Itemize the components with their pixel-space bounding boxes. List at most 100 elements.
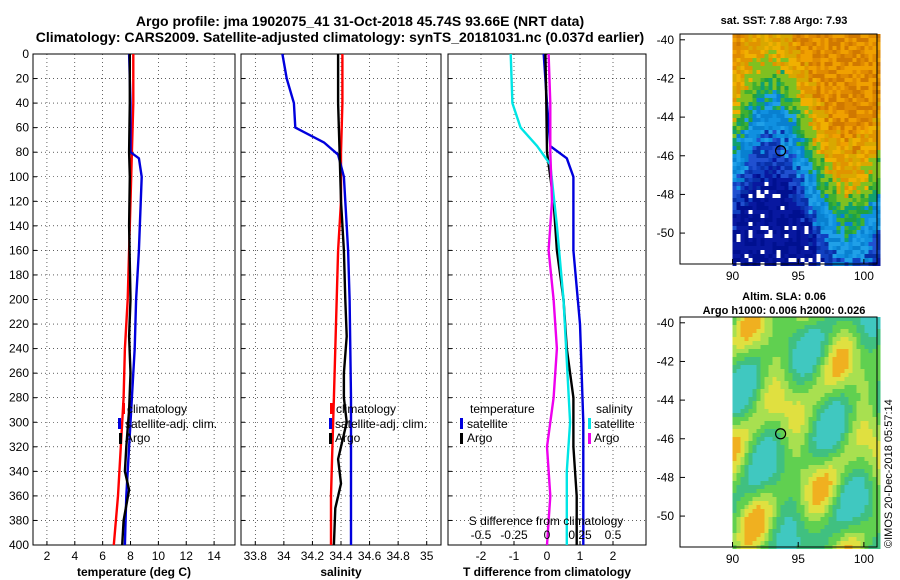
map-cell	[808, 493, 813, 497]
map-cell	[848, 90, 853, 94]
map-cell	[780, 190, 785, 194]
map-cell	[872, 198, 877, 202]
map-cell	[856, 529, 861, 533]
map-cell	[864, 473, 869, 477]
map-cell	[828, 210, 833, 214]
map-cell	[852, 130, 857, 134]
map-cell	[788, 34, 793, 38]
map-cell	[752, 357, 757, 361]
map-cell	[864, 106, 869, 110]
map-cell	[848, 409, 853, 413]
map-cell	[764, 497, 769, 501]
map-cell	[808, 162, 813, 166]
map-cell	[732, 381, 737, 385]
map-cell	[752, 74, 757, 78]
map-cell	[812, 110, 817, 114]
map-cell	[772, 62, 777, 66]
map-cell	[748, 409, 753, 413]
map-cell	[772, 489, 777, 493]
map-cell	[876, 170, 881, 174]
map-cell	[788, 541, 793, 545]
map-cell	[828, 421, 833, 425]
map-cell	[772, 118, 777, 122]
map-cell	[856, 62, 861, 66]
map-cell	[800, 254, 805, 258]
map-cell	[876, 469, 881, 473]
map-cell	[860, 158, 865, 162]
map-cell	[800, 258, 805, 262]
map-cell	[828, 449, 833, 453]
map-cell	[764, 214, 769, 218]
map-cell	[792, 353, 797, 357]
legend-swatch-argo	[119, 433, 122, 444]
map-cell	[808, 325, 813, 329]
map-cell	[844, 182, 849, 186]
map-cell	[852, 206, 857, 210]
map-cell	[868, 341, 873, 345]
map-cell	[864, 46, 869, 50]
map-cell	[808, 166, 813, 170]
map-cell	[808, 381, 813, 385]
map-cell	[820, 38, 825, 42]
map-cell	[876, 206, 881, 210]
map-cell	[812, 210, 817, 214]
map-cell	[764, 533, 769, 537]
map-cell	[824, 325, 829, 329]
map-cell	[804, 206, 809, 210]
map-cell	[776, 90, 781, 94]
map-cell	[820, 50, 825, 54]
map-cell	[756, 321, 761, 325]
map-cell	[744, 337, 749, 341]
map-cell	[844, 477, 849, 481]
map-cell	[864, 429, 869, 433]
map-cell	[816, 497, 821, 501]
map-cell	[836, 537, 841, 541]
map-cell	[872, 317, 877, 321]
map-cell	[824, 481, 829, 485]
map-cell	[824, 118, 829, 122]
map-cell	[840, 393, 845, 397]
map-cell	[780, 385, 785, 389]
map-cell	[836, 222, 841, 226]
map-cell	[792, 493, 797, 497]
map-cell	[856, 341, 861, 345]
map-cell	[772, 250, 777, 254]
map-cell	[760, 50, 765, 54]
map-cell	[856, 86, 861, 90]
map-cell	[856, 182, 861, 186]
map-cell	[852, 537, 857, 541]
map-cell	[772, 86, 777, 90]
map-cell	[860, 429, 865, 433]
map-cell	[868, 114, 873, 118]
map-cell	[764, 182, 769, 186]
map-cell	[828, 501, 833, 505]
map-cell	[744, 381, 749, 385]
map-cell	[760, 501, 765, 505]
map-cell	[856, 102, 861, 106]
map-cell	[872, 94, 877, 98]
map-cell	[744, 417, 749, 421]
map-cell	[836, 401, 841, 405]
map-cell	[844, 142, 849, 146]
map-cell	[736, 373, 741, 377]
map-cell	[856, 258, 861, 262]
map-cell	[804, 337, 809, 341]
map-cell	[856, 521, 861, 525]
map-cell	[872, 166, 877, 170]
map-cell	[876, 509, 881, 513]
map-cell	[800, 541, 805, 545]
map-cell	[844, 134, 849, 138]
map-cell	[832, 122, 837, 126]
map-cell	[776, 66, 781, 70]
map-cell	[776, 469, 781, 473]
map-cell	[760, 389, 765, 393]
map-cell	[736, 397, 741, 401]
map-cell	[744, 238, 749, 242]
map-cell	[776, 385, 781, 389]
map-cell	[824, 517, 829, 521]
map-cell	[804, 102, 809, 106]
map-cell	[752, 234, 757, 238]
map-cell	[756, 505, 761, 509]
map-cell	[816, 537, 821, 541]
map-cell	[864, 533, 869, 537]
